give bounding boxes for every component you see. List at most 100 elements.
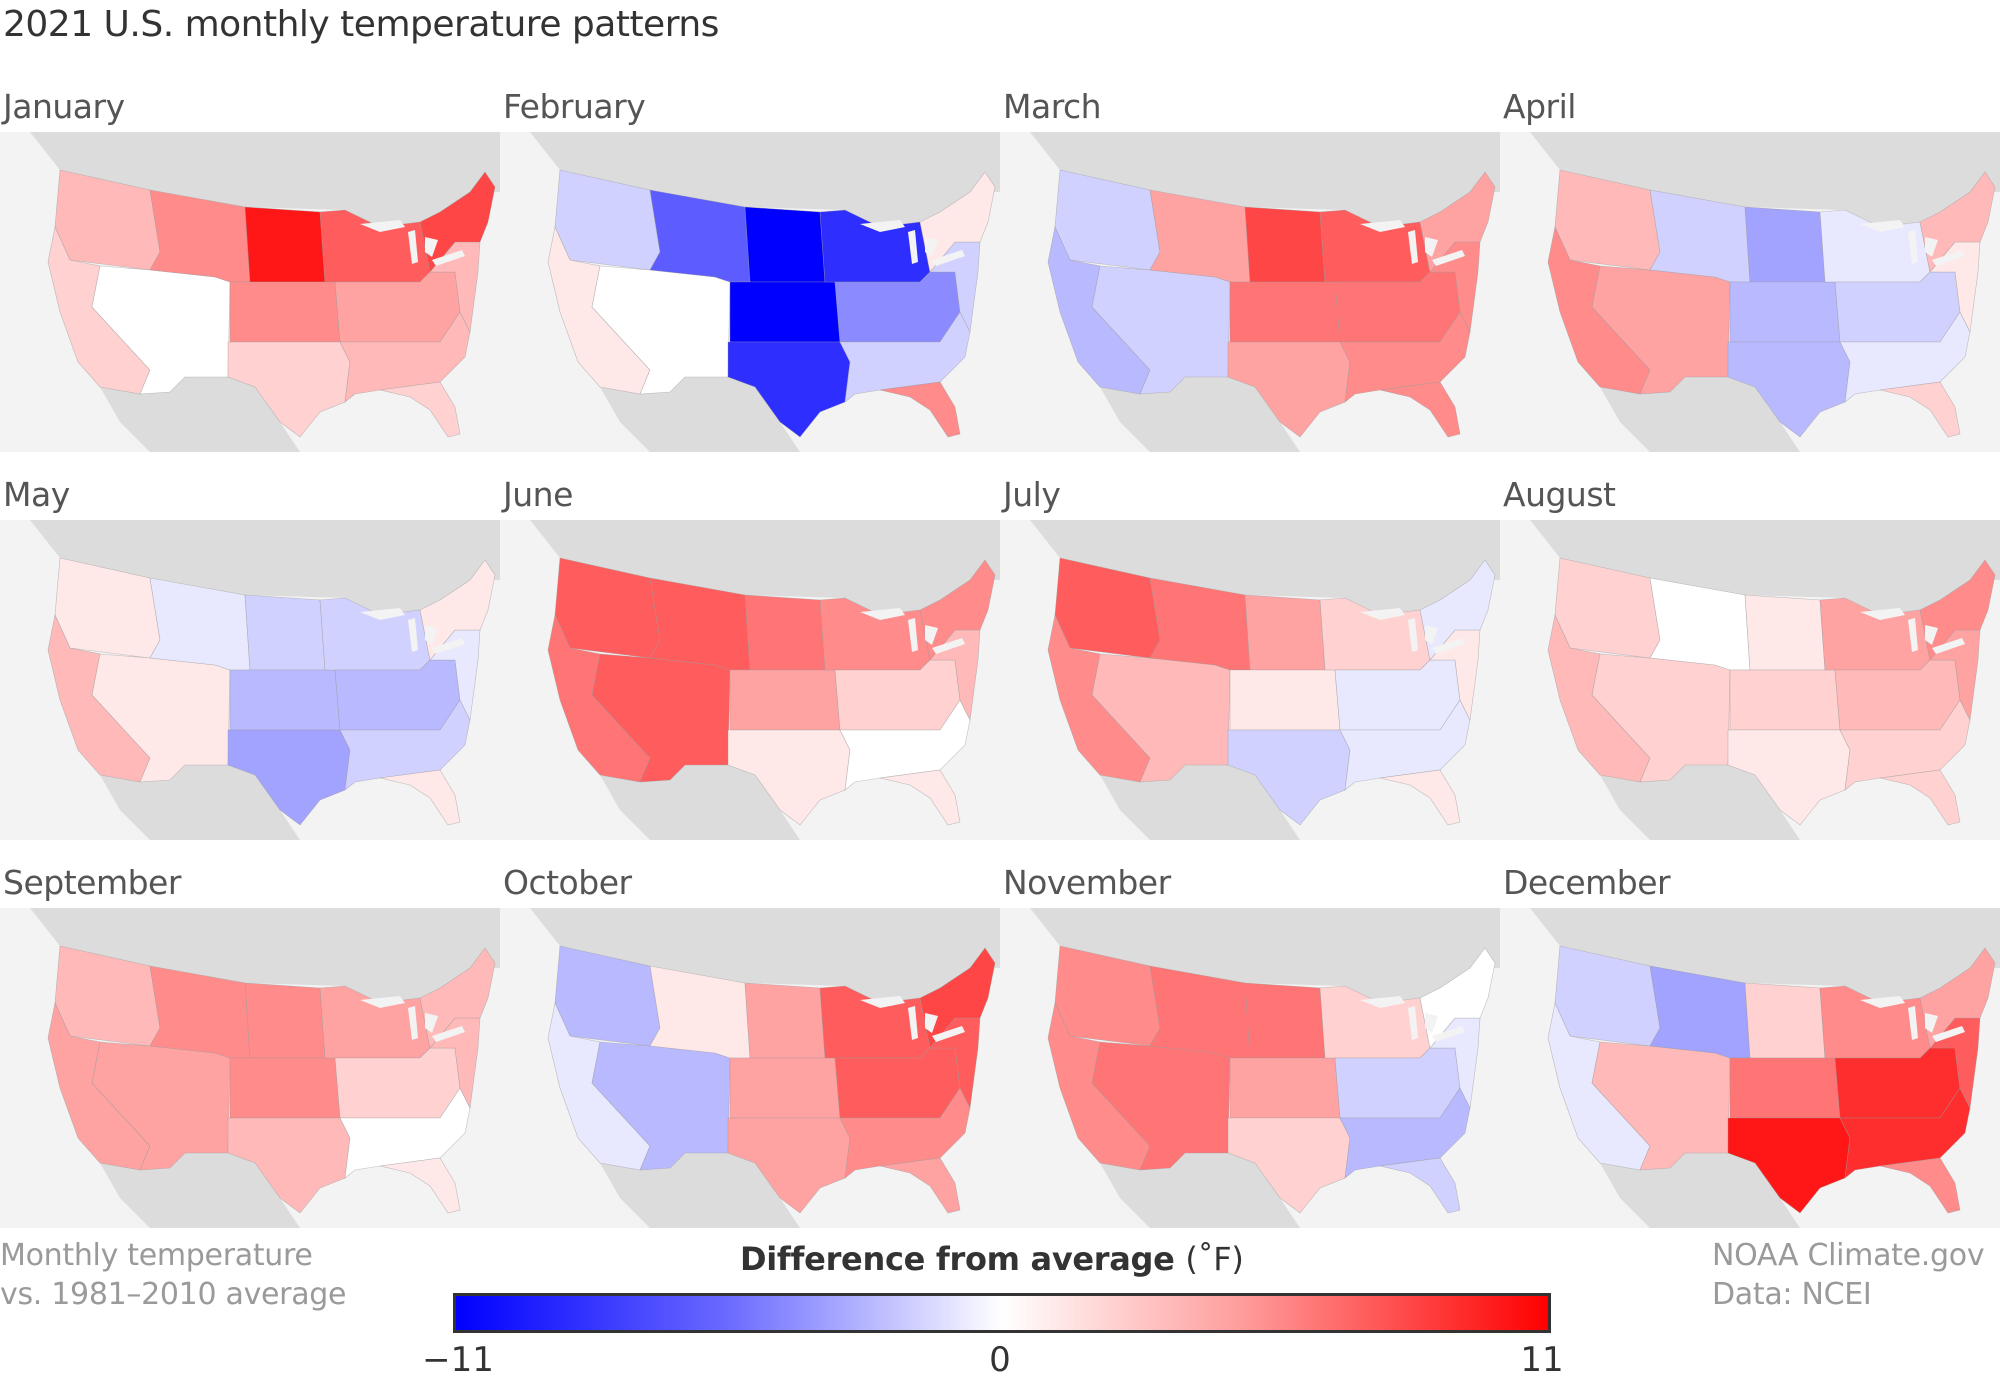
month-panel-october: October (500, 863, 1000, 1251)
canada-landmass (1500, 908, 2000, 1003)
us-map (1000, 520, 1500, 840)
region-central-plains (1729, 281, 1841, 343)
region-central-plains (729, 1057, 841, 1119)
legend-title-text: Difference from average (740, 1240, 1175, 1278)
canada-landmass (500, 520, 1000, 615)
month-panel-july: July (1000, 475, 1500, 863)
month-label: January (3, 87, 125, 126)
month-label: July (1003, 475, 1061, 514)
canada-landmass (1500, 520, 2000, 615)
canada-landmass (500, 908, 1000, 1003)
credit: NOAA Climate.gov Data: NCEI (1712, 1236, 1985, 1314)
month-label: March (1003, 87, 1102, 126)
region-central-plains (229, 1057, 341, 1119)
great-lakes (1860, 608, 1965, 654)
canada-landmass (1000, 132, 1500, 227)
region-central-plains (729, 281, 841, 343)
region-central-plains (229, 281, 341, 343)
month-panel-april: April (1500, 87, 2000, 475)
note-line-2: vs. 1981–2010 average (0, 1277, 347, 1312)
canada-landmass (1000, 908, 1500, 1003)
great-lakes (860, 608, 965, 654)
month-label: June (503, 475, 573, 514)
us-map (0, 520, 500, 840)
mexico-landmass (1100, 377, 1300, 452)
region-ohio-valley (1834, 659, 1961, 731)
legend-tick-mid: 0 (989, 1340, 1011, 1380)
canada-landmass (0, 520, 500, 615)
us-map (1500, 520, 2000, 840)
region-ohio-valley (334, 271, 461, 343)
us-map (1500, 132, 2000, 452)
region-ohio-valley (834, 271, 961, 343)
map-svg (0, 132, 500, 452)
month-panel-june: June (500, 475, 1000, 863)
great-lakes (1360, 220, 1465, 266)
region-northern-plains (244, 982, 326, 1059)
region-florida (379, 769, 461, 826)
month-panel-may: May (0, 475, 500, 863)
us-map (1500, 908, 2000, 1228)
region-northern-plains (244, 594, 326, 671)
month-label: September (3, 863, 181, 902)
canada-landmass (1000, 520, 1500, 615)
great-lakes (860, 996, 965, 1042)
canada-landmass (500, 132, 1000, 227)
mexico-landmass (1600, 1153, 1800, 1228)
region-central-plains (1729, 1057, 1841, 1119)
region-northern-plains (1744, 982, 1826, 1059)
region-florida (1379, 1157, 1461, 1214)
great-lakes (860, 220, 965, 266)
region-florida (379, 381, 461, 438)
region-florida (1379, 769, 1461, 826)
canada-landmass (0, 908, 500, 1003)
region-florida (879, 769, 961, 826)
canada-landmass (0, 132, 500, 227)
legend-title: Difference from average (˚F) (740, 1240, 1244, 1278)
map-svg (1500, 908, 2000, 1228)
us-map (0, 132, 500, 452)
region-florida (379, 1157, 461, 1214)
region-florida (1879, 381, 1961, 438)
legend-unit: (˚F) (1185, 1240, 1244, 1278)
map-svg (500, 908, 1000, 1228)
note-line-1: Monthly temperature (0, 1238, 313, 1273)
region-central-plains (1229, 1057, 1341, 1119)
credit-source: NOAA Climate.gov (1712, 1238, 1985, 1273)
mexico-landmass (100, 1153, 300, 1228)
mexico-landmass (1600, 765, 1800, 840)
month-label: May (3, 475, 70, 514)
legend-colorbar (453, 1293, 1551, 1333)
map-svg (1500, 520, 2000, 840)
map-svg (1500, 132, 2000, 452)
region-central-plains (1229, 281, 1341, 343)
month-panel-january: January (0, 87, 500, 475)
region-ohio-valley (1834, 271, 1961, 343)
great-lakes (360, 996, 465, 1042)
month-panel-august: August (1500, 475, 2000, 863)
legend-tick-min: −11 (422, 1340, 494, 1380)
region-northern-plains (744, 982, 826, 1059)
region-northern-plains (1244, 982, 1326, 1059)
region-florida (1879, 1157, 1961, 1214)
map-svg (500, 520, 1000, 840)
region-ohio-valley (834, 659, 961, 731)
map-svg (500, 132, 1000, 452)
region-northern-plains (744, 206, 826, 283)
region-florida (1879, 769, 1961, 826)
region-central-plains (729, 669, 841, 731)
great-lakes (360, 220, 465, 266)
map-svg (1000, 520, 1500, 840)
month-panel-november: November (1000, 863, 1500, 1251)
region-northern-plains (244, 206, 326, 283)
region-ohio-valley (1334, 271, 1461, 343)
great-lakes (360, 608, 465, 654)
mexico-landmass (600, 1153, 800, 1228)
us-map (500, 520, 1000, 840)
mexico-landmass (100, 765, 300, 840)
us-map (0, 908, 500, 1228)
credit-data: Data: NCEI (1712, 1277, 1872, 1312)
canada-landmass (1500, 132, 2000, 227)
great-lakes (1360, 608, 1465, 654)
mexico-landmass (600, 765, 800, 840)
